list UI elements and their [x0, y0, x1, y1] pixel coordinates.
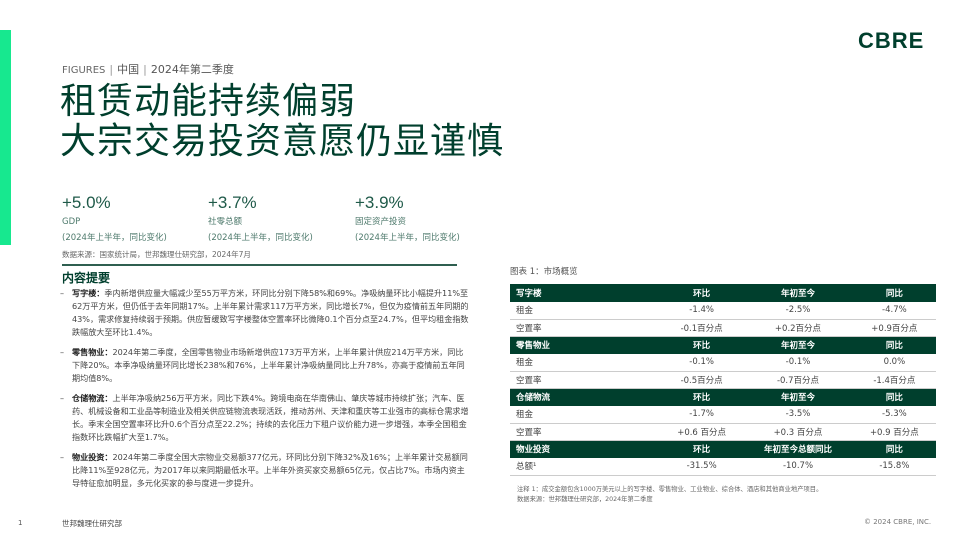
table-cell: -3.5% — [743, 406, 853, 424]
table-cell: 总额¹ — [510, 458, 660, 476]
kicker: FIGURES | 中国 | 2024年第二季度 — [62, 63, 234, 76]
table-cell: 空置率 — [510, 371, 660, 389]
page-number: 1 — [18, 519, 23, 527]
table-cell: -4.7% — [852, 302, 936, 320]
table-cell: -1.4% — [660, 302, 744, 320]
bullet-title: 零售物业： — [72, 347, 113, 357]
bullet-investment: 物业投资：2024年第二季度全国大宗物业交易额377亿元，环同比分别下降32%及… — [60, 451, 470, 490]
bullet-text: 上半年净吸纳256万平方米，同比下跌4%。跨境电商在华南佛山、肇庆等城市持续扩张… — [72, 393, 469, 442]
table-section-header: 写字楼 环比 年初至今 同比 — [510, 284, 936, 302]
header-cell: 环比 — [660, 336, 744, 354]
table-cell: 租金 — [510, 406, 660, 424]
table-note: 注释 1：成交金额包含1000万美元以上的写字楼、零售物业、工业物业、综合体、酒… — [517, 486, 823, 493]
table-cell: -0.5百分点 — [660, 371, 744, 389]
table-caption: 图表 1：市场概览 — [510, 267, 578, 277]
stat-label: 固定资产投资 — [355, 217, 407, 227]
table-cell: +0.9百分点 — [852, 319, 936, 337]
table-cell: 空置率 — [510, 319, 660, 337]
header-cell: 同比 — [852, 388, 936, 406]
header-cell: 年初至今总额同比 — [743, 440, 853, 458]
table-cell: +0.3 百分点 — [743, 423, 853, 441]
cbre-logo: CBRE — [858, 28, 925, 53]
page-title-line-2: 大宗交易投资意愿仍显谨慎 — [60, 121, 505, 162]
table-cell: 空置率 — [510, 423, 660, 441]
header-cell: 年初至今 — [743, 388, 853, 406]
table-cell: -0.1% — [743, 354, 853, 372]
kicker-period: 2024年第二季度 — [150, 63, 234, 76]
stat-fixed-investment: +3.9% 固定资产投资 (2024年上半年，同比变化) — [355, 193, 495, 245]
stat-label: 社零总额 — [208, 217, 243, 227]
table-row: 空置率 +0.6 百分点 +0.3 百分点 +0.9 百分点 — [510, 423, 936, 441]
bullet-text: 2024年第二季度全国大宗物业交易额377亿元，环同比分别下降32%及16%；上… — [72, 452, 468, 488]
stat-retail-sales: +3.7% 社零总额 (2024年上半年，同比变化) — [208, 193, 348, 245]
table-cell: -0.1百分点 — [660, 319, 744, 337]
header-cell: 同比 — [852, 336, 936, 354]
kicker-label: FIGURES — [62, 65, 106, 76]
header-cell: 年初至今 — [743, 284, 853, 302]
footer-org: 世邦魏理仕研究部 — [62, 519, 122, 528]
table-cell: -1.7% — [660, 406, 744, 424]
table-row: 总额¹ -31.5% -10.7% -15.8% — [510, 458, 936, 476]
stat-note: (2024年上半年，同比变化) — [208, 233, 313, 243]
table-cell: -10.7% — [743, 458, 853, 476]
table-cell: -31.5% — [660, 458, 744, 476]
header-cell: 环比 — [660, 440, 744, 458]
stat-value: +3.7% — [208, 193, 257, 212]
table-section-header: 物业投资 环比 年初至今总额同比 同比 — [510, 440, 936, 458]
stat-value: +5.0% — [62, 193, 111, 212]
table-cell: 0.0% — [852, 354, 936, 372]
table-row: 空置率 -0.1百分点 +0.2百分点 +0.9百分点 — [510, 319, 936, 337]
table-row: 租金 -1.7% -3.5% -5.3% — [510, 406, 936, 424]
page-title-line-1: 租赁动能持续偏弱 — [60, 81, 357, 122]
table-cell: +0.2百分点 — [743, 319, 853, 337]
header-cell: 零售物业 — [510, 336, 660, 354]
table-cell: 租金 — [510, 302, 660, 320]
header-cell: 仓储物流 — [510, 388, 660, 406]
table-cell: -5.3% — [852, 406, 936, 424]
table-cell: -0.7百分点 — [743, 371, 853, 389]
bullet-retail: 零售物业：2024年第二季度，全国零售物业市场新增供应173万平方米，上半年累计… — [60, 346, 470, 385]
kicker-region: 中国 — [117, 63, 140, 76]
bullet-office: 写字楼：季内新增供应量大幅减少至55万平方米，环同比分别下降58%和69%。净吸… — [60, 287, 470, 339]
header-cell: 物业投资 — [510, 440, 660, 458]
table-cell: +0.6 百分点 — [660, 423, 744, 441]
bullet-title: 写字楼： — [72, 288, 105, 298]
table-cell: +0.9 百分点 — [852, 423, 936, 441]
bullet-text: 2024年第二季度，全国零售物业市场新增供应173万平方米，上半年累计供应214… — [72, 347, 465, 383]
table-row: 租金 -1.4% -2.5% -4.7% — [510, 302, 936, 320]
table-cell: -0.1% — [660, 354, 744, 372]
header-cell: 同比 — [852, 284, 936, 302]
table-cell: -2.5% — [743, 302, 853, 320]
market-overview-table: 写字楼 环比 年初至今 同比 租金 -1.4% -2.5% -4.7% 空置率 -0.1百分点 +0… — [510, 284, 936, 476]
header-cell: 写字楼 — [510, 284, 660, 302]
copyright: © 2024 CBRE, INC. — [864, 518, 932, 526]
stat-note: (2024年上半年，同比变化) — [355, 233, 460, 243]
table-row: 租金 -0.1% -0.1% 0.0% — [510, 354, 936, 372]
table-cell: -15.8% — [852, 458, 936, 476]
stat-value: +3.9% — [355, 193, 404, 212]
stat-note: (2024年上半年，同比变化) — [62, 233, 167, 243]
table-section-header: 零售物业 环比 年初至今 同比 — [510, 336, 936, 354]
table-section-header: 仓储物流 环比 年初至今 同比 — [510, 388, 936, 406]
bullet-title: 仓储物流： — [72, 393, 113, 403]
summary-heading: 内容提要 — [62, 271, 111, 285]
bullet-text: 季内新增供应量大幅减少至55万平方米，环同比分别下降58%和69%。净吸纳量环比… — [72, 288, 469, 337]
table-notes: 注释 1：成交金额包含1000万美元以上的写字楼、零售物业、工业物业、综合体、酒… — [517, 485, 822, 505]
header-cell: 年初至今 — [743, 336, 853, 354]
table-cell: -1.4百分点 — [852, 371, 936, 389]
bullet-logistics: 仓储物流：上半年净吸纳256万平方米，同比下跌4%。跨境电商在华南佛山、肇庆等城… — [60, 392, 470, 444]
table-row: 空置率 -0.5百分点 -0.7百分点 -1.4百分点 — [510, 371, 936, 389]
divider — [62, 264, 457, 266]
header-cell: 环比 — [660, 284, 744, 302]
header-cell: 环比 — [660, 388, 744, 406]
stat-label: GDP — [62, 217, 81, 227]
table-source: 数据来源：世邦魏理仕研究部，2024年第二季度 — [517, 496, 653, 503]
stat-gdp: +5.0% GDP (2024年上半年，同比变化) — [62, 193, 202, 245]
accent-bar — [0, 30, 11, 245]
stats-source: 数据来源：国家统计局，世邦魏理仕研究部，2024年7月 — [62, 250, 251, 259]
table-cell: 租金 — [510, 354, 660, 372]
bullet-title: 物业投资： — [72, 452, 113, 462]
header-cell: 同比 — [852, 440, 936, 458]
summary-bullets: 写字楼：季内新增供应量大幅减少至55万平方米，环同比分别下降58%和69%。净吸… — [60, 287, 470, 497]
